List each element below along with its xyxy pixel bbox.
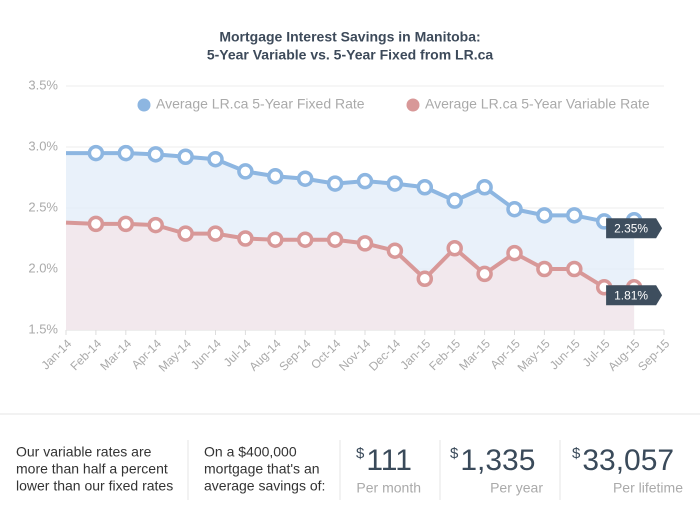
point — [506, 244, 523, 262]
y-tick-label: 3.0% — [28, 138, 58, 153]
stat-amount: 111 — [366, 444, 412, 477]
stat-value: $1,335 — [450, 444, 535, 477]
point — [267, 168, 284, 185]
point — [296, 170, 314, 187]
point — [476, 265, 493, 283]
point — [147, 146, 164, 163]
point — [177, 148, 194, 166]
legend-swatch — [406, 98, 420, 112]
stat-currency: $ — [450, 445, 459, 462]
stat-caption: Per year — [490, 480, 543, 496]
point — [117, 144, 135, 162]
point — [87, 215, 105, 233]
note-text: lower than our fixed rates — [16, 478, 173, 494]
point — [416, 270, 434, 288]
point — [147, 216, 164, 234]
point — [386, 175, 404, 192]
point — [326, 175, 344, 192]
stat-value: $111 — [356, 444, 412, 477]
stat-currency: $ — [572, 445, 581, 462]
point — [536, 260, 553, 278]
chart-title: 5-Year Variable vs. 5-Year Fixed from LR… — [207, 47, 494, 63]
annotation: 2.35% — [614, 221, 648, 235]
annotation-box — [606, 285, 663, 306]
y-tick-label: 3.5% — [28, 77, 58, 92]
point — [177, 225, 194, 242]
point — [117, 215, 135, 233]
point — [446, 240, 463, 257]
point — [296, 231, 314, 248]
point — [446, 192, 463, 209]
point — [207, 150, 224, 168]
point — [476, 179, 493, 196]
point — [356, 172, 374, 190]
stat-currency: $ — [356, 445, 365, 462]
point — [237, 230, 254, 247]
point — [356, 235, 374, 252]
point — [386, 242, 404, 259]
point — [207, 225, 224, 242]
note-text: On a $400,000 — [204, 444, 297, 460]
point — [536, 207, 553, 224]
point — [87, 144, 105, 162]
stat-caption: Per lifetime — [613, 480, 683, 496]
chart-title: Mortgage Interest Savings in Manitoba: — [219, 29, 480, 45]
annotation: 1.81% — [614, 288, 648, 302]
point — [416, 179, 434, 196]
point — [326, 231, 344, 248]
y-tick-label: 1.5% — [28, 321, 58, 336]
note-text: more than half a percent — [16, 461, 168, 477]
legend-label: Average LR.ca 5-Year Fixed Rate — [156, 96, 365, 112]
stat-amount: 33,057 — [582, 444, 674, 477]
note-text: average savings of: — [204, 478, 325, 494]
note-text: Our variable rates are — [16, 444, 152, 460]
point — [267, 231, 284, 248]
y-tick-label: 2.5% — [28, 199, 58, 214]
stat-value: $33,057 — [572, 444, 674, 477]
point — [566, 260, 583, 278]
legend-label: Average LR.ca 5-Year Variable Rate — [425, 96, 650, 112]
stat-caption: Per month — [356, 480, 421, 496]
series-area — [66, 222, 635, 330]
y-tick-label: 2.0% — [28, 260, 58, 275]
point — [506, 200, 523, 218]
point — [237, 163, 254, 180]
point — [566, 207, 583, 224]
legend-swatch — [137, 98, 151, 112]
stat-amount: 1,335 — [460, 444, 535, 477]
note-text: mortgage that's an — [204, 461, 320, 477]
annotation-box — [606, 218, 663, 239]
